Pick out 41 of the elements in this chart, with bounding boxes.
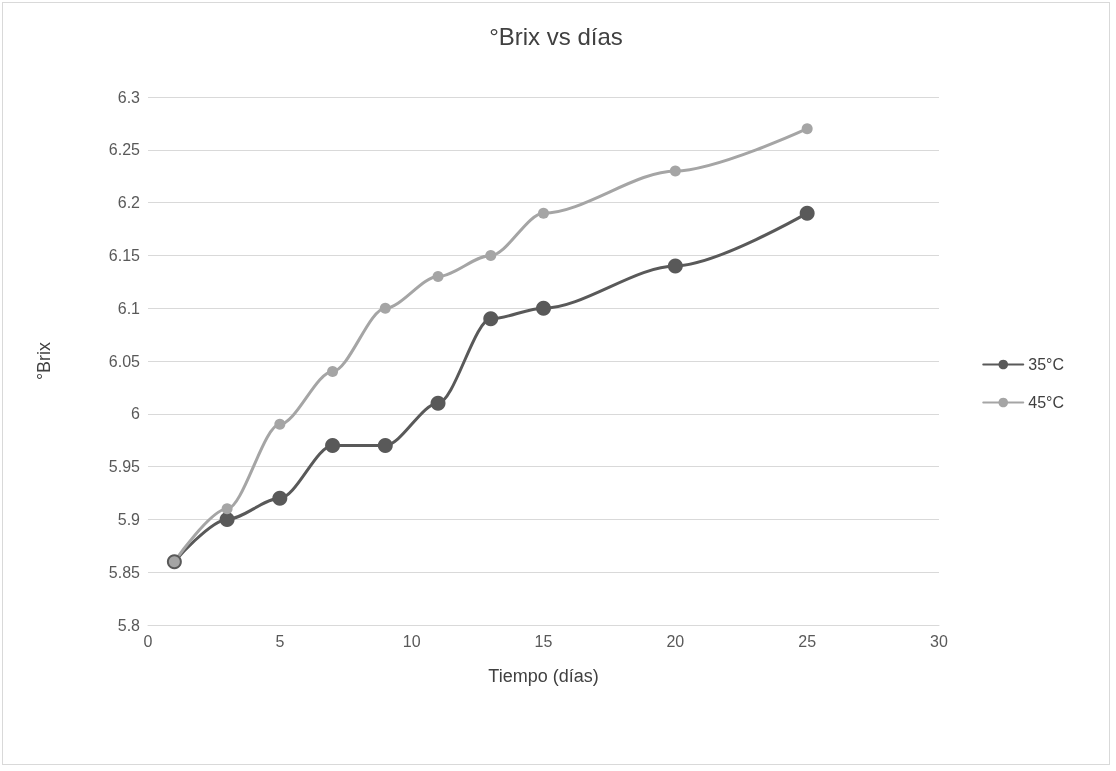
y-tick-label: 6.1 [117, 299, 141, 317]
y-tick-label: 5.95 [108, 458, 141, 476]
y-tick-label: 5.8 [117, 616, 141, 634]
point [669, 165, 681, 177]
x-tick-label: 20 [666, 632, 685, 650]
legend-label: 35°C [1028, 356, 1064, 373]
chart-title: °Brix vs días [489, 22, 623, 50]
point [325, 437, 341, 453]
y-tick-label: 6 [131, 405, 141, 423]
x-tick-label: 0 [143, 632, 153, 650]
y-tick-label: 6.3 [117, 88, 141, 106]
point [327, 366, 339, 378]
y-tick-label: 6.15 [108, 246, 141, 264]
y-axis-title: °Brix [34, 341, 54, 381]
point [799, 205, 815, 221]
x-axis-title: Tiempo (días) [488, 666, 599, 686]
point [432, 271, 444, 283]
point [536, 300, 551, 316]
point [538, 207, 549, 219]
y-tick-label: 5.85 [108, 563, 141, 581]
point [379, 302, 391, 314]
point [667, 258, 683, 274]
y-tick-label: 6.2 [117, 194, 141, 212]
point [272, 490, 288, 506]
y-tick-label: 6.05 [108, 352, 141, 370]
x-tick-label: 10 [402, 632, 421, 650]
point [801, 123, 813, 135]
x-tick-label: 15 [534, 632, 553, 650]
y-tick-label: 5.9 [117, 510, 141, 528]
legend-label: 45°C [1028, 394, 1064, 411]
point [483, 311, 499, 327]
point [485, 249, 497, 261]
x-tick-label: 5 [275, 632, 285, 650]
x-tick-label: 25 [798, 632, 817, 650]
point [430, 395, 446, 411]
point [274, 418, 286, 430]
x-tick-label: 30 [930, 632, 948, 650]
point [377, 437, 393, 453]
point [221, 503, 233, 515]
point [219, 511, 235, 527]
y-tick-label: 6.25 [108, 141, 141, 159]
